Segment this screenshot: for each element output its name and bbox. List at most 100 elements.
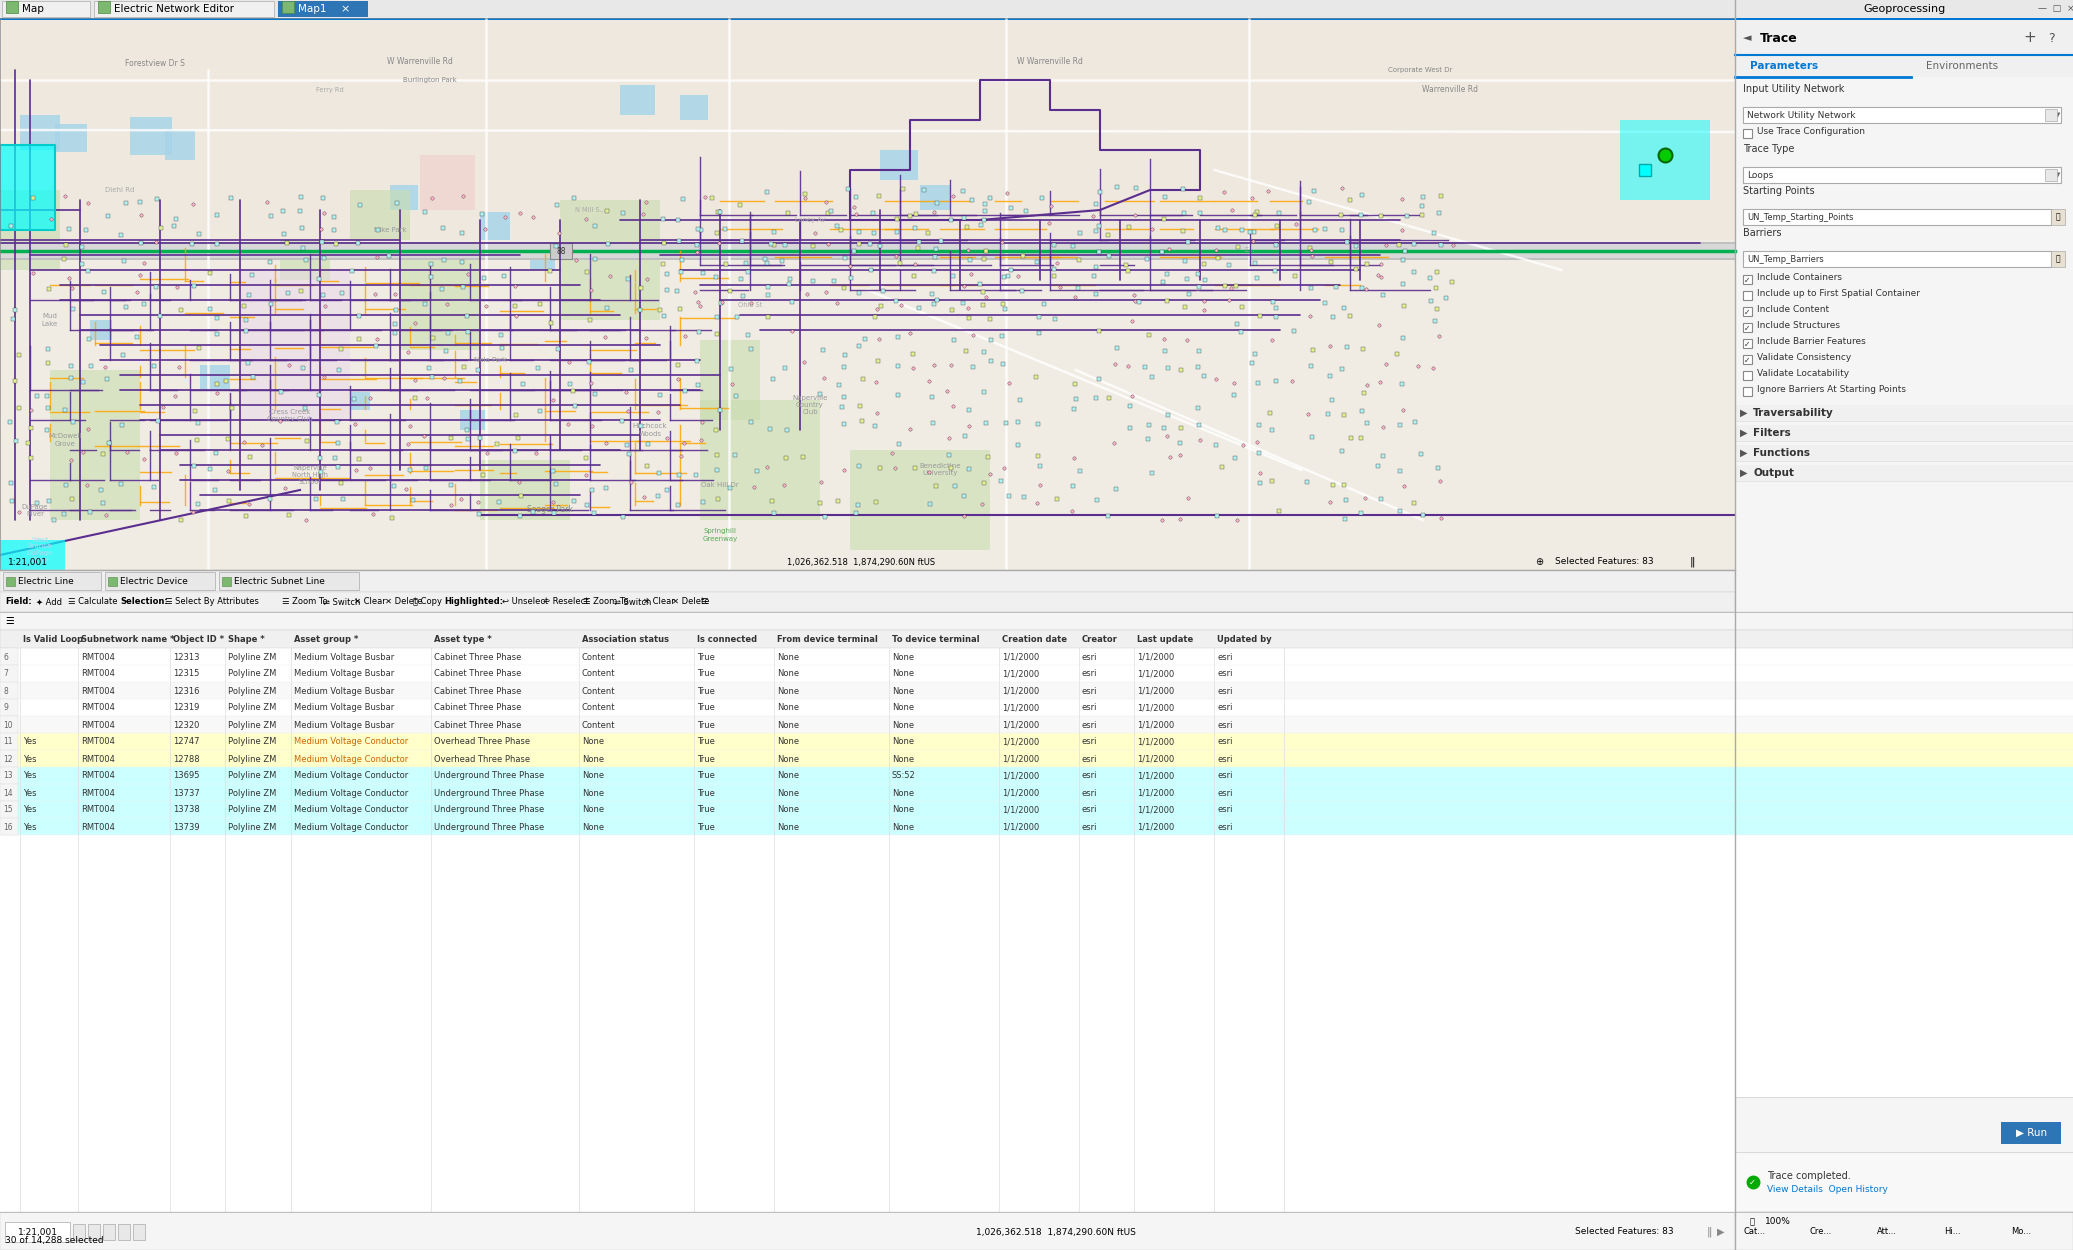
Text: Medium Voltage Busbar: Medium Voltage Busbar — [294, 686, 394, 695]
Text: Ohio St: Ohio St — [738, 302, 763, 308]
Text: 12316: 12316 — [172, 686, 199, 695]
Text: 16: 16 — [2, 822, 12, 831]
Text: ✕ Delete: ✕ Delete — [386, 598, 423, 606]
Bar — [6, 578, 15, 586]
Bar — [1735, 1098, 2073, 1152]
Text: ⊕: ⊕ — [1534, 558, 1542, 568]
Bar — [549, 242, 572, 259]
Text: 13: 13 — [2, 771, 12, 780]
Text: Overhead Three Phase: Overhead Three Phase — [433, 755, 531, 764]
Text: Polyline ZM: Polyline ZM — [228, 805, 276, 815]
Text: 1/1/2000: 1/1/2000 — [1136, 670, 1173, 679]
Text: Creation date: Creation date — [1001, 635, 1068, 644]
Text: Network Utility Network: Network Utility Network — [1748, 110, 1855, 120]
Text: ☰: ☰ — [4, 616, 15, 626]
Bar — [0, 699, 2073, 716]
Text: Content: Content — [583, 704, 616, 712]
Text: ☰ Zoom To: ☰ Zoom To — [583, 598, 628, 606]
Text: 16: 16 — [2, 822, 15, 831]
Text: Asset group *: Asset group * — [294, 635, 359, 644]
Text: True: True — [697, 755, 715, 764]
Text: Burlington Park: Burlington Park — [402, 78, 456, 82]
Bar — [0, 665, 19, 682]
Text: Loops: Loops — [1748, 170, 1772, 180]
Bar — [1743, 168, 2061, 182]
Text: SS:52: SS:52 — [891, 771, 916, 780]
Text: Parameters: Parameters — [1750, 61, 1818, 71]
Text: 30 of 14,288 selected: 30 of 14,288 selected — [4, 1235, 104, 1245]
Text: esri: esri — [1217, 670, 1233, 679]
Text: UN_Temp_Barriers: UN_Temp_Barriers — [1748, 255, 1824, 264]
Text: ▶ Run: ▶ Run — [2017, 1128, 2048, 1138]
Text: True: True — [697, 789, 715, 798]
Bar — [50, 370, 141, 520]
Text: ?: ? — [2048, 31, 2054, 45]
Text: ↩ Reselect: ↩ Reselect — [543, 598, 589, 606]
Text: Medium Voltage Busbar: Medium Voltage Busbar — [294, 670, 394, 679]
Bar — [701, 400, 821, 520]
Text: RMT004: RMT004 — [81, 704, 114, 712]
Text: 1/1/2000: 1/1/2000 — [1001, 789, 1039, 798]
Text: Seager Park: Seager Park — [527, 505, 572, 515]
Text: Forestview Dr S: Forestview Dr S — [124, 60, 184, 69]
Bar — [166, 130, 195, 160]
Text: 📁: 📁 — [2056, 213, 2061, 221]
Text: esri: esri — [1082, 704, 1097, 712]
Bar — [21, 115, 60, 150]
Text: Map1: Map1 — [299, 4, 328, 14]
Text: ▼: ▼ — [2054, 173, 2061, 178]
Text: None: None — [583, 822, 603, 831]
Text: RMT004: RMT004 — [81, 686, 114, 695]
Text: True: True — [697, 704, 715, 712]
Text: 1,026,362.518  1,874,290.60N ftUS: 1,026,362.518 1,874,290.60N ftUS — [976, 1228, 1136, 1236]
Text: Cabinet Three Phase: Cabinet Three Phase — [433, 670, 522, 679]
Text: Updated by: Updated by — [1217, 635, 1271, 644]
Bar — [1735, 0, 2073, 18]
Text: Include up to First Spatial Container: Include up to First Spatial Container — [1758, 289, 1920, 298]
Bar — [0, 612, 2073, 1212]
Text: 1/1/2000: 1/1/2000 — [1136, 771, 1173, 780]
Text: DuPage
River: DuPage River — [23, 504, 48, 516]
Text: ▶: ▶ — [1739, 448, 1748, 458]
Text: esri: esri — [1082, 789, 1097, 798]
Text: 1/1/2000: 1/1/2000 — [1001, 686, 1039, 695]
Text: None: None — [891, 822, 914, 831]
Text: Content: Content — [583, 652, 616, 661]
Text: 14: 14 — [2, 789, 15, 798]
Text: ▶: ▶ — [1739, 468, 1748, 478]
Text: 1/1/2000: 1/1/2000 — [1001, 704, 1039, 712]
Bar — [0, 750, 2073, 768]
Text: esri: esri — [1082, 822, 1097, 831]
Text: esri: esri — [1082, 738, 1097, 746]
Bar — [0, 818, 19, 835]
Text: Underground Three Phase: Underground Three Phase — [433, 805, 545, 815]
Bar — [1735, 1152, 2073, 1212]
Text: W Warrenville Rd: W Warrenville Rd — [388, 58, 452, 66]
Text: esri: esri — [1217, 755, 1233, 764]
Text: 88: 88 — [556, 246, 566, 255]
Bar — [1743, 339, 1752, 348]
Bar — [0, 784, 19, 801]
Text: None: None — [891, 704, 914, 712]
Bar — [133, 1224, 145, 1240]
Text: Is Valid Loop: Is Valid Loop — [23, 635, 83, 644]
Bar — [0, 732, 19, 750]
Text: 1/1/2000: 1/1/2000 — [1136, 789, 1173, 798]
Text: —  □  ×: — □ × — [2038, 5, 2073, 14]
Text: 10: 10 — [2, 720, 12, 730]
Text: 1,026,362.518  1,874,290.60N ftUS: 1,026,362.518 1,874,290.60N ftUS — [788, 558, 935, 566]
Text: 7: 7 — [2, 670, 8, 679]
Bar — [1735, 20, 2073, 1212]
Text: esri: esri — [1217, 789, 1233, 798]
Text: 1/1/2000: 1/1/2000 — [1136, 720, 1173, 730]
Bar — [0, 716, 19, 732]
Bar — [0, 592, 1735, 612]
Bar — [850, 450, 991, 550]
Bar — [118, 1224, 131, 1240]
Text: esri: esri — [1082, 755, 1097, 764]
Text: Nela Park: Nela Park — [473, 357, 506, 362]
Text: None: None — [583, 789, 603, 798]
Bar — [2044, 169, 2056, 181]
Bar — [350, 392, 369, 410]
Bar — [1743, 209, 2050, 225]
